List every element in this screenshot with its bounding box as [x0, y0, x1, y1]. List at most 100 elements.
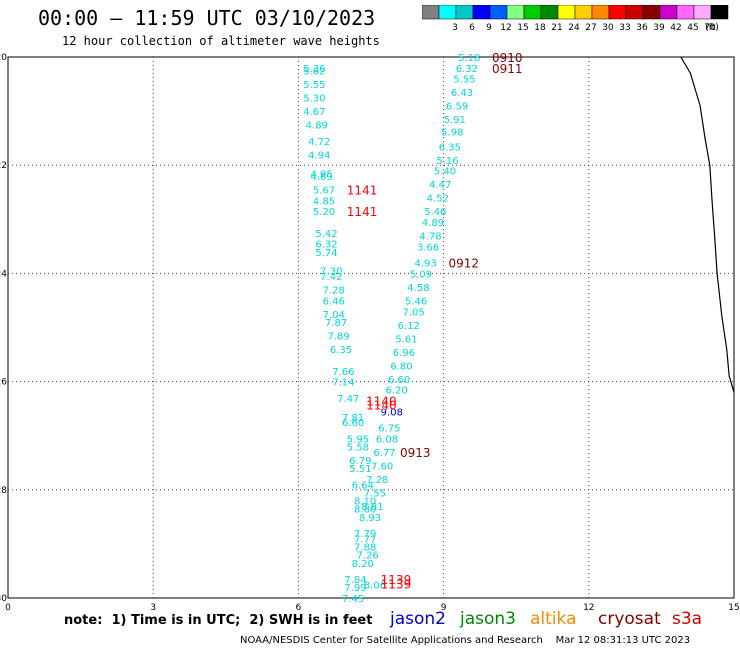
y-tick-label: -24	[0, 269, 7, 279]
pass-time-label: 0911	[492, 62, 523, 76]
swh-value-label: 7.05	[402, 307, 424, 318]
swh-value-label: 7.42	[320, 272, 342, 283]
colorbar-tick-label: 15	[517, 23, 528, 33]
swh-value-label: 7.30	[320, 267, 342, 278]
satellite-legend-item: s3a	[672, 609, 703, 629]
pass-time-label: 0913	[400, 446, 431, 460]
swh-value-label: 4.69	[311, 172, 333, 183]
pass-time-label: 1140	[366, 395, 397, 409]
swh-value-label: 5.98	[441, 128, 463, 139]
swh-value-label: 4.72	[308, 137, 330, 148]
x-tick-label: 9	[441, 603, 447, 613]
swh-value-label: 5.91	[444, 115, 466, 126]
y-tick-label: -30	[0, 594, 7, 604]
swh-value-label: 7.66	[332, 367, 354, 378]
colorbar-tick-label: 3	[452, 23, 458, 33]
swh-value-label: 7.28	[323, 286, 345, 297]
swh-value-label: 8.10	[354, 497, 376, 508]
swh-value-label: 5.42	[315, 229, 337, 240]
y-tick-label: -28	[0, 486, 7, 496]
swh-value-label: 4.94	[308, 150, 330, 161]
swh-value-label: 7.87	[325, 318, 347, 329]
swh-value-label: 5.67	[313, 186, 335, 197]
chart-title: 00:00 – 11:59 UTC 03/10/2023	[38, 6, 376, 30]
swh-value-label: 5.62	[303, 67, 325, 78]
satellite-legend-item: jason3	[460, 609, 516, 629]
coastline	[680, 56, 735, 393]
swh-value-label: 6.79	[349, 456, 371, 467]
colorbar-tick-label: 36	[636, 23, 648, 33]
swh-value-label: 7.99	[344, 583, 366, 594]
swh-value-label: 7.89	[327, 332, 349, 343]
colorbar-unit-label: (ft)	[705, 23, 719, 33]
swh-value-label: 6.12	[398, 321, 420, 332]
x-tick-label: 3	[150, 603, 156, 613]
swh-value-label: 6.80	[390, 361, 412, 372]
swh-value-label: 7.55	[364, 489, 386, 500]
swh-value-label: 6.75	[378, 424, 400, 435]
swh-value-label: 4.52	[427, 194, 449, 205]
color-scale-bar: 3 6 9 12 15 18 21 24 27 30 33 36 39 42 45 70(ft)	[422, 5, 729, 33]
swh-value-label: 7.84	[344, 575, 366, 586]
pass-time-label: 1141	[347, 205, 378, 219]
chart-subtitle: 12 hour collection of altimeter wave hei…	[62, 34, 380, 48]
swh-value-label: 6.20	[386, 386, 408, 397]
swh-value-label: 6.59	[446, 102, 468, 113]
swh-value-label: 7.04	[323, 310, 345, 321]
colorbar-tick-label: 12	[500, 23, 511, 33]
colorbar-tick-label: 45	[687, 23, 698, 33]
swh-value-label: 6.43	[451, 88, 473, 99]
y-tick-label: -20	[0, 53, 7, 63]
swh-value-label: 5.40	[434, 167, 456, 178]
colorbar-tick-label: 18	[534, 23, 546, 33]
colorbar-tick-label: 42	[670, 23, 681, 33]
swh-value-label: 7.88	[354, 543, 376, 554]
swh-value-label: 5.46	[424, 207, 446, 218]
swh-value-label: 5.55	[453, 75, 475, 86]
colorbar-swatch	[710, 5, 729, 20]
swh-value-label: 4.95	[311, 169, 333, 180]
swh-value-label: 6.77	[373, 448, 395, 459]
pass-time-label: 0912	[448, 257, 479, 271]
swh-value-label: 8.81	[361, 502, 383, 513]
swh-value-label: 5.30	[303, 94, 325, 105]
satellite-legend-item: cryosat	[598, 609, 661, 629]
swh-value-label: 6.46	[323, 296, 345, 307]
swh-value-label: 5.55	[303, 80, 325, 91]
swh-value-label: 4.85	[313, 196, 335, 207]
swh-value-label: 5.16	[436, 156, 458, 167]
swh-value-label: 5.74	[315, 248, 337, 259]
swh-value-label: 7.45	[342, 594, 364, 605]
pass-time-label: 1141	[347, 184, 378, 198]
swh-value-label: 4.67	[303, 107, 325, 118]
swh-value-label: 5.46	[405, 296, 427, 307]
swh-value-label: 7.79	[354, 529, 376, 540]
x-tick-label: 0	[5, 603, 11, 613]
satellite-legend-item: altika	[530, 609, 577, 629]
swh-value-label: 6.35	[330, 345, 352, 356]
footer-credit: NOAA/NESDIS Center for Satellite Applica…	[240, 635, 691, 646]
y-tick-label: -26	[0, 378, 7, 388]
swh-value-label: 5.36	[303, 64, 325, 75]
colorbar-tick-label: 70	[704, 23, 716, 33]
swh-value-label: 6.32	[456, 64, 478, 75]
y-tick-label: -22	[0, 161, 7, 171]
pass-time-label: 1139	[381, 573, 412, 587]
colorbar-tick-label: 30	[602, 23, 614, 33]
swh-value-label: 9.08	[381, 407, 403, 418]
colorbar-tick-label: 24	[568, 23, 580, 33]
swh-value-label: 5.58	[347, 443, 369, 454]
colorbar-tick-label: 27	[585, 23, 596, 33]
swh-value-label: 6.60	[342, 418, 364, 429]
swh-value-label: 5.61	[395, 334, 417, 345]
swh-value-label: 6.96	[393, 348, 415, 359]
swh-value-label: 7.14	[332, 378, 354, 389]
plot-frame	[7, 56, 735, 599]
colorbar-tick-label: 39	[653, 23, 665, 33]
pass-time-label: 1140	[366, 398, 397, 412]
swh-value-label: 5.18	[458, 53, 480, 64]
swh-value-label: 5.09	[410, 269, 432, 280]
swh-value-label: 7.26	[356, 551, 378, 562]
colorbar-tick-label: 9	[486, 23, 492, 33]
